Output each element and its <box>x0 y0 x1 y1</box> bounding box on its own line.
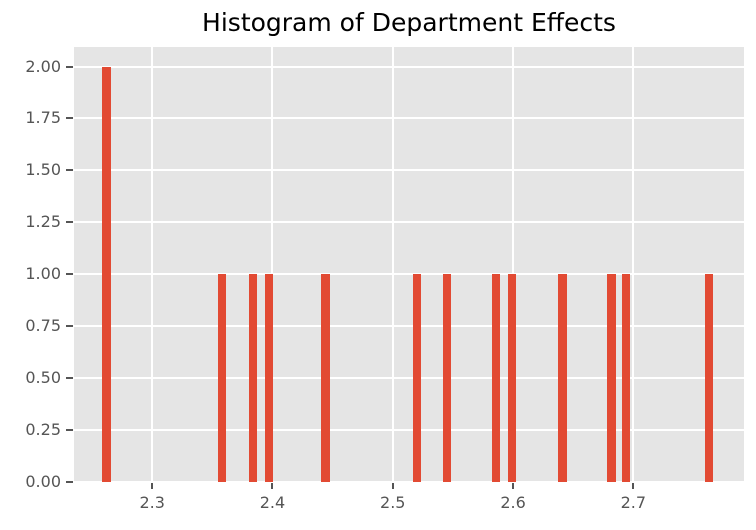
gridline-horizontal <box>74 169 744 172</box>
gridline-horizontal <box>74 221 744 224</box>
y-tick-label: 1.75 <box>25 108 61 128</box>
x-tick-label: 2.4 <box>259 493 286 512</box>
gridline-vertical <box>391 47 394 482</box>
x-tick-mark <box>632 483 635 489</box>
gridline-vertical <box>632 47 635 482</box>
histogram-bar <box>607 274 616 482</box>
gridline-horizontal <box>74 273 744 276</box>
gridline-horizontal <box>74 117 744 120</box>
y-tick-label: 0.75 <box>25 316 61 336</box>
y-tick-label: 1.25 <box>25 212 61 232</box>
histogram-bar <box>442 274 452 482</box>
y-tick-mark <box>66 65 73 68</box>
y-tick-mark <box>66 169 73 172</box>
gridline-horizontal <box>74 325 744 328</box>
histogram-bar <box>558 274 567 482</box>
gridline-vertical <box>512 47 515 482</box>
histogram-bar <box>264 274 274 482</box>
gridline-vertical <box>271 47 274 482</box>
chart-title: Histogram of Department Effects <box>202 8 616 37</box>
y-tick-mark <box>66 377 73 380</box>
histogram-bar <box>491 274 501 482</box>
y-tick-mark <box>66 325 73 328</box>
histogram-bar <box>217 274 227 482</box>
gridline-horizontal <box>74 377 744 380</box>
y-tick-label: 0.50 <box>25 368 61 388</box>
x-tick-mark <box>271 483 274 489</box>
y-tick-label: 1.50 <box>25 160 61 180</box>
x-tick-label: 2.7 <box>620 493 647 512</box>
y-tick-mark <box>66 221 73 224</box>
x-tick-mark <box>391 483 394 489</box>
gridline-horizontal <box>74 481 744 483</box>
y-tick-label: 1.00 <box>25 264 61 284</box>
gridline-horizontal <box>74 65 744 68</box>
y-tick-mark <box>66 117 73 120</box>
y-tick-label: 0.25 <box>25 420 61 440</box>
x-tick-mark <box>512 483 515 489</box>
y-tick-label: 2.00 <box>25 56 61 76</box>
gridline-vertical <box>151 47 154 482</box>
plot-area <box>74 47 744 483</box>
histogram-bar <box>102 66 111 482</box>
y-tick-mark <box>66 429 73 432</box>
y-tick-mark <box>66 273 73 276</box>
y-tick-label: 0.00 <box>25 472 61 491</box>
histogram-bar <box>507 274 517 482</box>
histogram-bar <box>621 274 631 482</box>
gridline-horizontal <box>74 429 744 432</box>
histogram-bar <box>321 274 330 482</box>
x-tick-label: 2.6 <box>500 493 526 512</box>
x-tick-mark <box>151 483 154 489</box>
histogram-bar <box>704 274 714 482</box>
x-tick-label: 2.5 <box>380 493 406 512</box>
histogram-bar <box>249 274 258 482</box>
y-tick-mark <box>66 481 73 483</box>
histogram-bar <box>412 274 421 482</box>
x-tick-label: 2.3 <box>139 493 165 512</box>
